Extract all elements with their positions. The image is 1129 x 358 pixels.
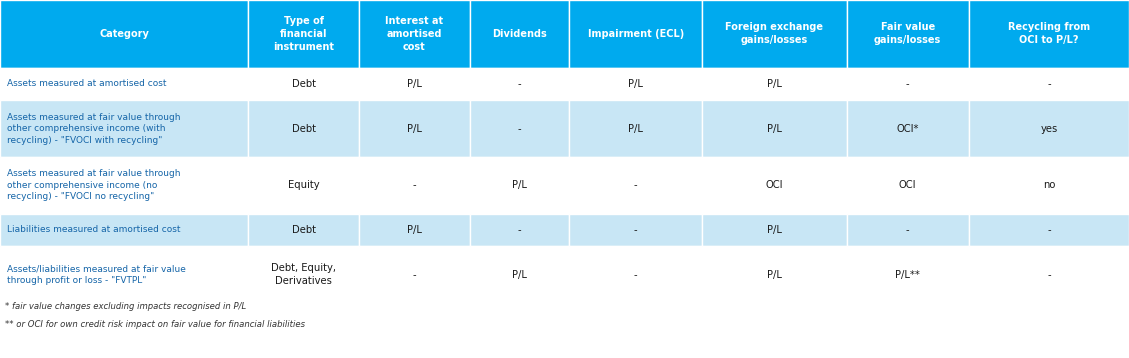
Bar — [702, 68, 847, 100]
Text: -: - — [412, 270, 417, 280]
Text: P/L: P/L — [511, 270, 527, 280]
Bar — [969, 68, 1129, 100]
Bar — [248, 0, 359, 68]
Bar — [470, 68, 569, 100]
Bar — [847, 157, 969, 214]
Bar — [248, 157, 359, 214]
Bar — [359, 246, 470, 303]
Text: P/L: P/L — [511, 180, 527, 190]
Bar — [569, 68, 702, 100]
Text: -: - — [905, 225, 910, 235]
Text: P/L: P/L — [767, 225, 782, 235]
Text: -: - — [517, 124, 522, 134]
Bar — [248, 246, 359, 303]
Text: -: - — [517, 79, 522, 89]
Text: -: - — [905, 79, 910, 89]
Bar — [569, 0, 702, 68]
Text: Impairment (ECL): Impairment (ECL) — [587, 29, 684, 39]
Text: P/L: P/L — [406, 225, 422, 235]
Text: Type of
financial
instrument: Type of financial instrument — [273, 16, 334, 52]
Text: P/L: P/L — [628, 124, 644, 134]
Bar — [569, 157, 702, 214]
Text: Fair value
gains/losses: Fair value gains/losses — [874, 23, 942, 45]
Bar — [248, 214, 359, 246]
Bar — [847, 68, 969, 100]
Bar — [847, 246, 969, 303]
Text: P/L: P/L — [767, 124, 782, 134]
Bar — [0, 68, 248, 100]
Text: Assets measured at fair value through
other comprehensive income (no
recycling) : Assets measured at fair value through ot… — [7, 169, 181, 201]
Text: OCI: OCI — [765, 180, 784, 190]
Bar — [359, 100, 470, 157]
Text: -: - — [633, 225, 638, 235]
Text: Assets measured at amortised cost: Assets measured at amortised cost — [7, 79, 166, 88]
Bar — [0, 214, 248, 246]
Text: OCI: OCI — [899, 180, 917, 190]
Text: P/L: P/L — [406, 124, 422, 134]
Bar — [702, 100, 847, 157]
Text: Debt, Equity,
Derivatives: Debt, Equity, Derivatives — [271, 263, 336, 286]
Text: Category: Category — [99, 29, 149, 39]
Text: Debt: Debt — [291, 225, 316, 235]
Text: -: - — [1047, 270, 1051, 280]
Bar — [470, 246, 569, 303]
Text: -: - — [633, 180, 638, 190]
Bar — [359, 68, 470, 100]
Bar — [248, 68, 359, 100]
Bar — [569, 100, 702, 157]
Bar — [969, 246, 1129, 303]
Text: Debt: Debt — [291, 124, 316, 134]
Bar — [248, 100, 359, 157]
Bar — [969, 100, 1129, 157]
Text: -: - — [412, 180, 417, 190]
Bar — [359, 157, 470, 214]
Bar — [0, 157, 248, 214]
Text: -: - — [517, 225, 522, 235]
Bar — [969, 0, 1129, 68]
Text: Equity: Equity — [288, 180, 320, 190]
Bar — [569, 246, 702, 303]
Bar — [847, 214, 969, 246]
Bar — [969, 214, 1129, 246]
Bar — [569, 214, 702, 246]
Text: Liabilities measured at amortised cost: Liabilities measured at amortised cost — [7, 226, 181, 234]
Text: Recycling from
OCI to P/L?: Recycling from OCI to P/L? — [1008, 23, 1089, 45]
Bar — [0, 246, 248, 303]
Text: P/L**: P/L** — [895, 270, 920, 280]
Text: Debt: Debt — [291, 79, 316, 89]
Text: P/L: P/L — [628, 79, 644, 89]
Text: -: - — [633, 270, 638, 280]
Text: Dividends: Dividends — [492, 29, 546, 39]
Bar — [847, 100, 969, 157]
Text: Foreign exchange
gains/losses: Foreign exchange gains/losses — [726, 23, 823, 45]
Bar — [359, 214, 470, 246]
Bar — [470, 0, 569, 68]
Text: P/L: P/L — [767, 270, 782, 280]
Text: no: no — [1043, 180, 1054, 190]
Bar — [0, 0, 248, 68]
Bar — [359, 0, 470, 68]
Text: Assets/liabilities measured at fair value
through profit or loss - "FVTPL": Assets/liabilities measured at fair valu… — [7, 265, 185, 285]
Text: P/L: P/L — [767, 79, 782, 89]
Text: OCI*: OCI* — [896, 124, 919, 134]
Bar — [470, 100, 569, 157]
Text: * fair value changes excluding impacts recognised in P/L: * fair value changes excluding impacts r… — [5, 302, 246, 311]
Bar — [702, 214, 847, 246]
Text: P/L: P/L — [406, 79, 422, 89]
Bar — [702, 246, 847, 303]
Text: yes: yes — [1040, 124, 1058, 134]
Bar — [969, 157, 1129, 214]
Bar — [847, 0, 969, 68]
Text: ** or OCI for own credit risk impact on fair value for financial liabilities: ** or OCI for own credit risk impact on … — [5, 320, 305, 329]
Bar — [470, 214, 569, 246]
Bar — [0, 100, 248, 157]
Bar — [470, 157, 569, 214]
Text: Interest at
amortised
cost: Interest at amortised cost — [385, 16, 444, 52]
Text: Assets measured at fair value through
other comprehensive income (with
recycling: Assets measured at fair value through ot… — [7, 113, 181, 145]
Text: -: - — [1047, 79, 1051, 89]
Bar — [702, 0, 847, 68]
Text: -: - — [1047, 225, 1051, 235]
Bar — [702, 157, 847, 214]
